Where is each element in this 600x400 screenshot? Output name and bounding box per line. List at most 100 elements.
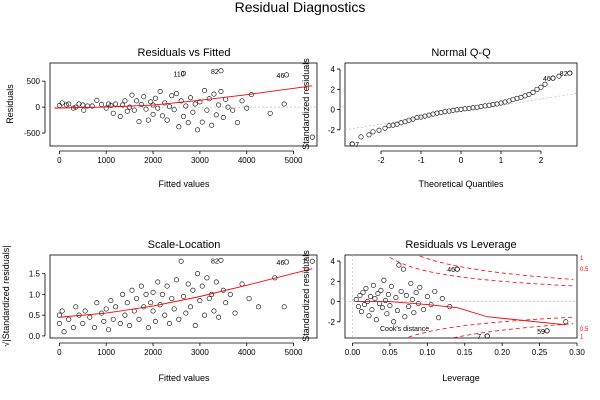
outlier-label: 82 <box>211 258 219 265</box>
data-point <box>227 291 233 297</box>
data-point <box>80 320 86 326</box>
outlier-label: 82 <box>211 69 219 76</box>
data-point <box>403 292 409 298</box>
data-point <box>439 296 445 302</box>
outlier-point <box>181 70 187 76</box>
outlier-label: 59 <box>537 329 545 336</box>
y-axis-label: Standardized residuals <box>301 250 311 342</box>
data-point <box>103 306 109 312</box>
data-point <box>213 279 219 285</box>
cooks-distance-contour <box>408 316 574 338</box>
data-point <box>424 293 430 299</box>
data-point <box>542 81 548 87</box>
data-point <box>353 297 359 303</box>
data-point <box>101 318 107 324</box>
x-tick-label: 2000 <box>144 348 162 357</box>
panel-scale-location: Scale-Location Fitted values √|Standardi… <box>1 239 318 383</box>
data-point <box>106 327 112 333</box>
outlier-label: 46 <box>543 76 551 83</box>
cooks-distance-label: Cook's distance <box>380 326 429 333</box>
data-point <box>195 271 201 277</box>
y-tick-label: 0.5 <box>29 311 41 320</box>
data-point <box>103 105 109 111</box>
data-point <box>89 103 95 109</box>
data-point <box>414 115 420 121</box>
data-point <box>94 97 100 103</box>
data-point <box>413 289 419 295</box>
y-tick-label: -2 <box>328 318 336 327</box>
data-point <box>462 106 468 112</box>
data-point <box>150 111 156 117</box>
data-point <box>127 104 133 110</box>
data-point <box>450 107 456 113</box>
data-point <box>396 262 402 268</box>
data-point <box>387 303 393 309</box>
data-point <box>120 102 126 108</box>
data-point <box>59 308 65 314</box>
data-point <box>220 114 226 120</box>
data-point <box>73 104 79 110</box>
y-tick-label: 1.0 <box>29 290 41 299</box>
data-point <box>458 106 464 112</box>
data-point <box>213 112 219 118</box>
data-point <box>110 110 116 116</box>
y-tick-label: 500 <box>27 77 41 86</box>
data-point <box>534 86 540 92</box>
data-point <box>171 306 177 312</box>
outlier-point <box>454 266 460 272</box>
panel-residuals-vs-leverage: Residuals vs Leverage Leverage Standardi… <box>301 239 589 383</box>
data-point <box>159 113 165 119</box>
x-tick-label: 5000 <box>285 348 303 357</box>
data-point <box>400 266 406 272</box>
data-point <box>110 316 116 322</box>
data-point <box>76 101 82 107</box>
data-point <box>526 91 532 97</box>
y-tick-label: 0.0 <box>29 332 41 341</box>
outlier-label: 7 <box>355 142 359 149</box>
data-point <box>113 101 119 107</box>
data-point <box>406 117 412 123</box>
data-point <box>202 312 208 318</box>
data-point <box>309 134 315 140</box>
data-point <box>162 312 168 318</box>
y-tick-label: 4 <box>331 65 336 74</box>
data-point <box>358 309 364 315</box>
y-axis-label: Standardized residuals <box>301 58 311 150</box>
data-point <box>361 302 367 308</box>
cooks-distance-contour <box>389 257 574 287</box>
outlier-label: 46 <box>277 260 285 267</box>
data-point <box>197 298 203 304</box>
data-point <box>92 325 98 331</box>
data-point <box>148 99 154 105</box>
smoother-line <box>59 268 313 318</box>
outlier-point <box>218 68 224 74</box>
data-point <box>188 304 194 310</box>
data-point <box>211 308 217 314</box>
data-point <box>178 258 184 264</box>
x-tick-label: -1 <box>417 156 425 165</box>
data-point <box>436 315 442 321</box>
x-tick-label: 0 <box>57 156 62 165</box>
data-point <box>124 108 130 114</box>
data-point <box>59 100 65 106</box>
data-point <box>255 304 261 310</box>
x-tick-label: 0 <box>459 156 464 165</box>
data-point <box>82 308 88 314</box>
data-point <box>373 317 379 323</box>
cooks-distance-contour <box>419 255 574 280</box>
data-point <box>409 297 415 303</box>
data-point <box>70 325 76 331</box>
y-tick-label: 1.5 <box>29 270 41 279</box>
data-point <box>211 91 217 97</box>
data-point <box>117 113 123 119</box>
x-axis-label: Leverage <box>442 373 480 383</box>
data-point <box>360 289 366 295</box>
data-point <box>63 102 69 108</box>
data-point <box>73 304 79 310</box>
data-point <box>134 98 140 104</box>
data-point <box>129 287 135 293</box>
data-point <box>169 93 175 99</box>
panel-normal-qq: Normal Q-Q Theoretical Quantiles Standar… <box>301 47 578 189</box>
data-point <box>113 304 119 310</box>
data-point <box>181 113 187 119</box>
